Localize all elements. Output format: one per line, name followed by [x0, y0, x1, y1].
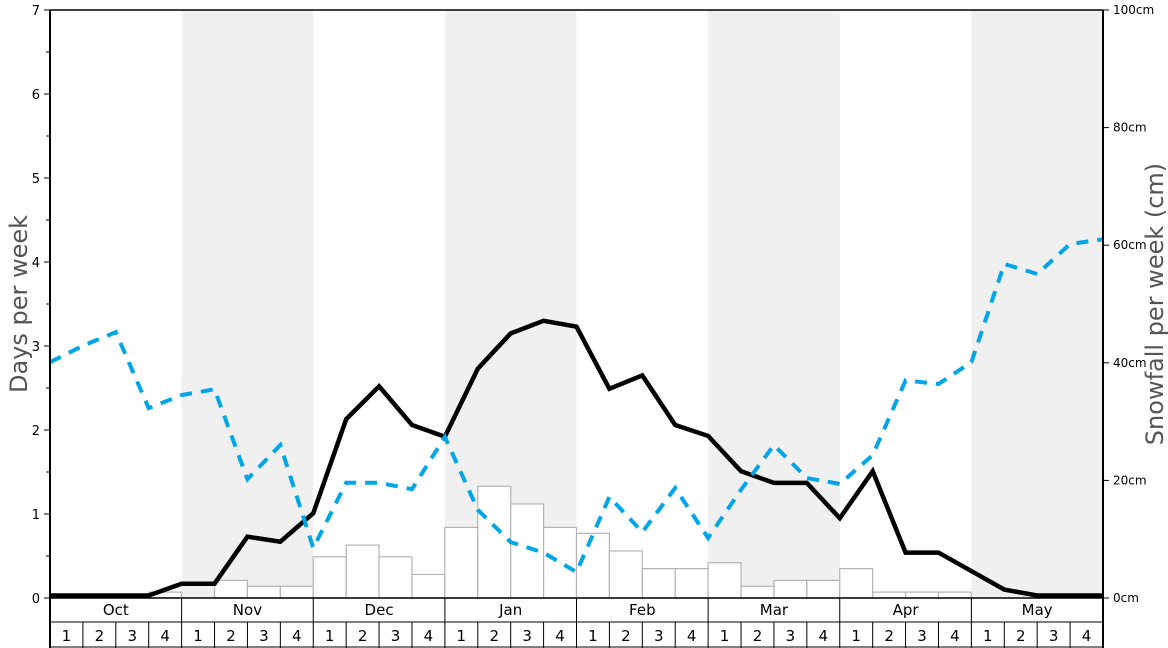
week-label: 3	[522, 627, 532, 645]
x-axis-labels: Oct 1 2 3 4 Nov 1 2 3 4 Dec 1 2 3 4 Jan 1 2 3 4 Feb 1 2 3 4 Mar 1 2…	[49, 597, 1103, 648]
y2-tick-label: 100cm	[1113, 3, 1154, 17]
week-label: 3	[127, 627, 137, 645]
month-label: Apr	[893, 601, 920, 619]
week-label: 2	[621, 627, 631, 645]
shade-mar	[708, 10, 840, 598]
y-tick-label: 1	[32, 508, 40, 523]
month-label: Jan	[498, 601, 522, 619]
week-label: 2	[226, 627, 236, 645]
week-label: 1	[325, 627, 335, 645]
week-label: 1	[851, 627, 861, 645]
snowfall-bar	[279, 585, 314, 599]
snowfall-bar	[444, 526, 479, 599]
y-tick-label: 6	[32, 88, 40, 103]
snowfall-bar	[608, 550, 643, 599]
week-label: 2	[884, 627, 894, 645]
week-label: 4	[819, 627, 829, 645]
snowfall-bar	[740, 585, 775, 599]
week-label: 3	[654, 627, 664, 645]
snowfall-bar	[806, 579, 841, 599]
dashed-series-line	[49, 237, 1104, 575]
y-tick-label: 7	[32, 4, 40, 19]
snowfall-bar	[839, 567, 874, 599]
week-label: 3	[391, 627, 401, 645]
week-label: 1	[457, 627, 467, 645]
shade-nov	[181, 10, 314, 598]
snowfall-bar	[477, 485, 512, 599]
week-label: 1	[983, 627, 993, 645]
week-label: 2	[753, 627, 763, 645]
week-label: 2	[1016, 627, 1026, 645]
week-label: 1	[62, 627, 72, 645]
week-label: 4	[292, 627, 302, 645]
y2-tick-label: 40cm	[1113, 356, 1147, 370]
y-tick-label: 5	[32, 172, 40, 187]
series-lines	[49, 237, 1104, 598]
snowfall-bar	[246, 585, 281, 599]
snow-days-line	[50, 318, 1103, 598]
week-label: 4	[687, 627, 697, 645]
snowfall-bar	[904, 591, 940, 599]
snowfall-bar	[345, 544, 380, 599]
y2-tick-label: 60cm	[1113, 238, 1147, 252]
week-label: 4	[1082, 627, 1092, 645]
month-label: Oct	[103, 601, 129, 619]
y2-tick-label: 80cm	[1113, 121, 1147, 135]
week-label: 2	[95, 627, 105, 645]
week-label: 1	[193, 627, 203, 645]
shade-may	[971, 10, 1103, 598]
week-label: 4	[424, 627, 434, 645]
snowfall-bar	[213, 579, 249, 599]
week-label: 3	[259, 627, 269, 645]
snowfall-bar	[937, 591, 972, 599]
snowfall-bar	[773, 579, 808, 599]
snowfall-bar	[707, 562, 742, 599]
month-shading	[181, 10, 1103, 598]
snowfall-bar	[872, 591, 907, 599]
y-tick-label: 4	[32, 256, 40, 271]
week-label: 2	[358, 627, 368, 645]
snowfall-bar	[674, 567, 709, 599]
y-axis-title-right: Snowfall per week (cm)	[1141, 163, 1168, 445]
week-label: 4	[950, 627, 960, 645]
week-label: 3	[1049, 627, 1059, 645]
axes: 0 1 2 3 4 5 6 7 0cm 20cm 40cm 60cm 80cm 100cm	[32, 3, 1154, 648]
week-label: 1	[588, 627, 598, 645]
month-label: May	[1022, 601, 1053, 619]
month-label: Dec	[365, 601, 394, 619]
month-label: Feb	[629, 601, 656, 619]
week-label: 3	[917, 627, 927, 645]
snowfall-bar	[411, 573, 446, 599]
y2-tick-label: 0cm	[1113, 591, 1139, 605]
snowfall-bar	[312, 556, 347, 599]
y-tick-label: 2	[32, 424, 40, 439]
week-label: 3	[786, 627, 796, 645]
snowfall-bar	[641, 567, 676, 599]
snowfall-bar	[542, 526, 578, 599]
y-axis-title-left: Days per week	[5, 215, 33, 393]
snowfall-bar	[378, 556, 413, 599]
y-tick-label: 3	[32, 340, 40, 355]
week-label: 4	[555, 627, 565, 645]
month-label: Mar	[760, 601, 789, 619]
y2-tick-label: 20cm	[1113, 473, 1147, 487]
snowfall-bars	[148, 485, 972, 599]
week-label: 1	[720, 627, 730, 645]
snowfall-bar	[510, 503, 545, 599]
y-tick-label: 0	[32, 592, 40, 607]
week-label: 4	[160, 627, 170, 645]
month-label: Nov	[233, 601, 262, 619]
week-label: 2	[489, 627, 499, 645]
snowfall-bar	[575, 532, 611, 599]
